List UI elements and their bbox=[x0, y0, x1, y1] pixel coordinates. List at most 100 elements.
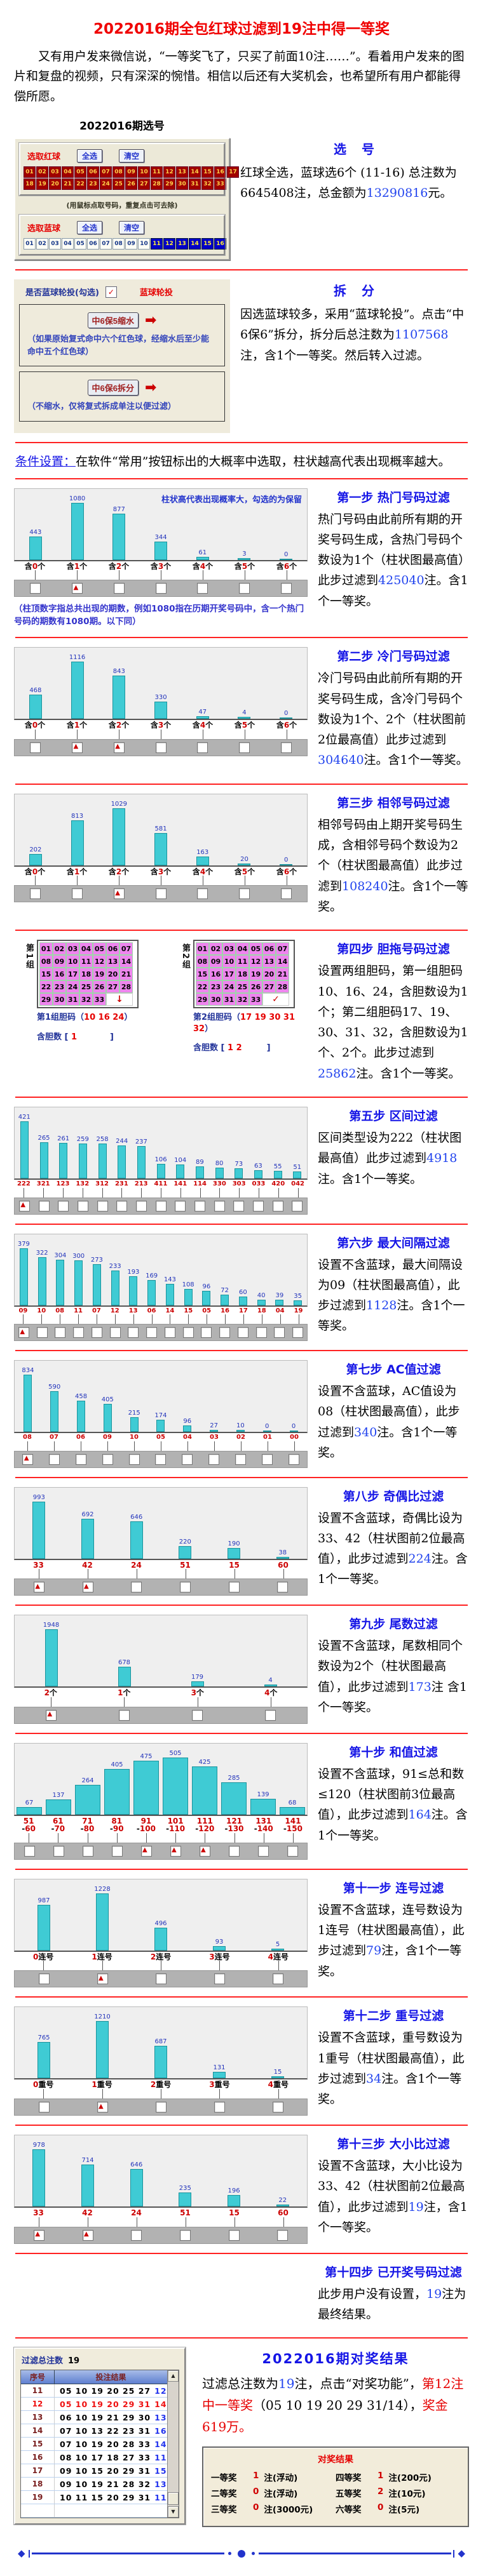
filter-checkbox[interactable] bbox=[280, 742, 292, 753]
filter-checkbox[interactable] bbox=[199, 1845, 210, 1857]
dan-number-cell[interactable]: 05 bbox=[249, 942, 262, 956]
dan-number-cell[interactable]: 07 bbox=[276, 942, 289, 956]
dan-number-cell[interactable]: 10 bbox=[222, 955, 236, 968]
filter-checkbox[interactable] bbox=[272, 1200, 283, 1211]
bet-row[interactable]: 19 10 11 15 20 29 31 11 bbox=[21, 2491, 167, 2505]
dan-number-cell[interactable]: 12 bbox=[93, 955, 106, 968]
filter-checkbox[interactable] bbox=[140, 1845, 152, 1857]
filter-checkbox[interactable] bbox=[55, 1327, 66, 1338]
dan-number-cell[interactable]: 29 bbox=[196, 993, 209, 1006]
dan-number-cell[interactable]: 05 bbox=[93, 942, 106, 956]
filter-checkbox[interactable] bbox=[155, 888, 167, 900]
dan-number-cell[interactable]: 31 bbox=[222, 993, 236, 1006]
blue-ball-05[interactable]: 05 bbox=[74, 238, 86, 250]
filter-checkbox[interactable] bbox=[24, 1845, 35, 1857]
red-ball-04[interactable]: 04 bbox=[62, 166, 74, 178]
filter-checkbox[interactable] bbox=[175, 1200, 186, 1211]
scrollbar[interactable]: ▲ ▼ bbox=[167, 2370, 179, 2518]
filter-checkbox[interactable] bbox=[257, 1845, 269, 1857]
red-ball-05[interactable]: 05 bbox=[74, 166, 86, 178]
filter-checkbox[interactable] bbox=[238, 888, 250, 900]
filter-checkbox[interactable] bbox=[128, 1453, 140, 1465]
dan-number-cell[interactable]: 15 bbox=[39, 968, 53, 981]
select-all-red-button[interactable]: 全选 bbox=[77, 149, 103, 163]
filter-checkbox[interactable] bbox=[97, 2102, 108, 2113]
filter-checkbox[interactable] bbox=[82, 1582, 93, 1593]
dan-number-cell[interactable]: 01 bbox=[39, 942, 53, 956]
blue-ball-16[interactable]: 16 bbox=[214, 238, 226, 250]
filter-checkbox[interactable] bbox=[155, 583, 167, 594]
dan-number-cell[interactable]: 01 bbox=[196, 942, 209, 956]
clear-red-button[interactable]: 清空 bbox=[119, 149, 145, 163]
dan-number-cell[interactable]: 20 bbox=[262, 968, 276, 981]
filter-checkbox[interactable] bbox=[97, 1200, 108, 1211]
dan-number-cell[interactable]: 20 bbox=[106, 968, 119, 981]
filter-checkbox[interactable] bbox=[49, 1453, 60, 1465]
filter-checkbox[interactable] bbox=[235, 1453, 246, 1465]
red-ball-13[interactable]: 13 bbox=[176, 166, 188, 178]
red-ball-25[interactable]: 25 bbox=[112, 178, 125, 190]
filter-checkbox[interactable] bbox=[287, 1845, 298, 1857]
red-ball-20[interactable]: 20 bbox=[49, 178, 61, 190]
bet-row[interactable]: 15 07 10 19 20 28 33 14 bbox=[21, 2438, 167, 2452]
dan-number-cell[interactable]: 23 bbox=[209, 980, 222, 994]
dan-number-cell[interactable]: 03 bbox=[222, 942, 236, 956]
red-ball-11[interactable]: 11 bbox=[151, 166, 163, 178]
filter-checkbox[interactable] bbox=[38, 1200, 50, 1211]
dan-number-cell[interactable]: 21 bbox=[119, 968, 133, 981]
filter-checkbox[interactable] bbox=[91, 1327, 102, 1338]
filter-checkbox[interactable] bbox=[233, 1200, 245, 1211]
bet-row[interactable]: 18 09 10 19 21 28 32 13 bbox=[21, 2478, 167, 2492]
filter-checkbox[interactable] bbox=[102, 1453, 113, 1465]
rotate-checkbox[interactable]: ✓ bbox=[105, 286, 117, 298]
filter-checkbox[interactable] bbox=[228, 1582, 240, 1593]
dan-number-cell[interactable]: 21 bbox=[276, 968, 289, 981]
dan-number-cell[interactable]: 02 bbox=[53, 942, 66, 956]
dan-number-cell[interactable]: 06 bbox=[262, 942, 276, 956]
filter-checkbox[interactable] bbox=[272, 2102, 283, 2113]
dan-number-cell[interactable]: 16 bbox=[53, 968, 66, 981]
dan-number-cell[interactable]: 03 bbox=[66, 942, 79, 956]
dan-number-cell[interactable]: 07 bbox=[119, 942, 133, 956]
bet-row[interactable]: 11 05 10 19 20 25 27 12 bbox=[21, 2384, 167, 2398]
blue-ball-06[interactable]: 06 bbox=[87, 238, 99, 250]
filter-checkbox[interactable] bbox=[36, 1327, 48, 1338]
dan-number-cell[interactable]: 15 bbox=[196, 968, 209, 981]
filter-checkbox[interactable] bbox=[280, 583, 292, 594]
filter-checkbox[interactable] bbox=[30, 742, 41, 753]
dan-number-cell[interactable]: 19 bbox=[249, 968, 262, 981]
filter-checkbox[interactable] bbox=[179, 2229, 191, 2241]
red-ball-26[interactable]: 26 bbox=[125, 178, 137, 190]
dan-number-cell[interactable]: 29 bbox=[39, 993, 53, 1006]
filter-checkbox[interactable] bbox=[135, 1200, 147, 1211]
red-ball-12[interactable]: 12 bbox=[163, 166, 175, 178]
dan-number-cell[interactable]: 28 bbox=[119, 980, 133, 994]
filter-checkbox[interactable] bbox=[192, 1709, 203, 1721]
blue-ball-01[interactable]: 01 bbox=[24, 238, 36, 250]
filter-checkbox[interactable] bbox=[76, 1453, 87, 1465]
filter-checkbox[interactable] bbox=[228, 1845, 240, 1857]
dan-number-cell[interactable]: 04 bbox=[79, 942, 93, 956]
dan-number-cell[interactable]: 28 bbox=[276, 980, 289, 994]
bet-row[interactable]: 17 09 10 15 20 29 31 15 bbox=[21, 2464, 167, 2478]
scroll-up-icon[interactable]: ▲ bbox=[168, 2370, 179, 2382]
dan-number-cell[interactable]: 17 bbox=[222, 968, 236, 981]
filter-checkbox[interactable] bbox=[18, 1327, 29, 1338]
dan-number-cell[interactable]: 08 bbox=[39, 955, 53, 968]
red-ball-17[interactable]: 17 bbox=[227, 166, 239, 178]
bet-row[interactable]: 12 05 10 19 20 29 31 14 bbox=[21, 2398, 167, 2412]
filter-checkbox[interactable] bbox=[265, 1709, 276, 1721]
red-ball-10[interactable]: 10 bbox=[138, 166, 150, 178]
red-ball-18[interactable]: 18 bbox=[24, 178, 36, 190]
filter-checkbox[interactable] bbox=[194, 1200, 205, 1211]
filter-checkbox[interactable] bbox=[182, 1327, 194, 1338]
filter-checkbox[interactable] bbox=[72, 742, 83, 753]
filter-checkbox[interactable] bbox=[131, 1582, 142, 1593]
clear-blue-button[interactable]: 清空 bbox=[119, 221, 145, 235]
filter-checkbox[interactable] bbox=[82, 2229, 93, 2241]
filter-checkbox[interactable] bbox=[238, 583, 250, 594]
dan-number-cell[interactable]: 22 bbox=[39, 980, 53, 994]
red-ball-01[interactable]: 01 bbox=[24, 166, 36, 178]
filter-checkbox[interactable] bbox=[155, 1453, 167, 1465]
dan-number-cell[interactable]: 26 bbox=[93, 980, 106, 994]
